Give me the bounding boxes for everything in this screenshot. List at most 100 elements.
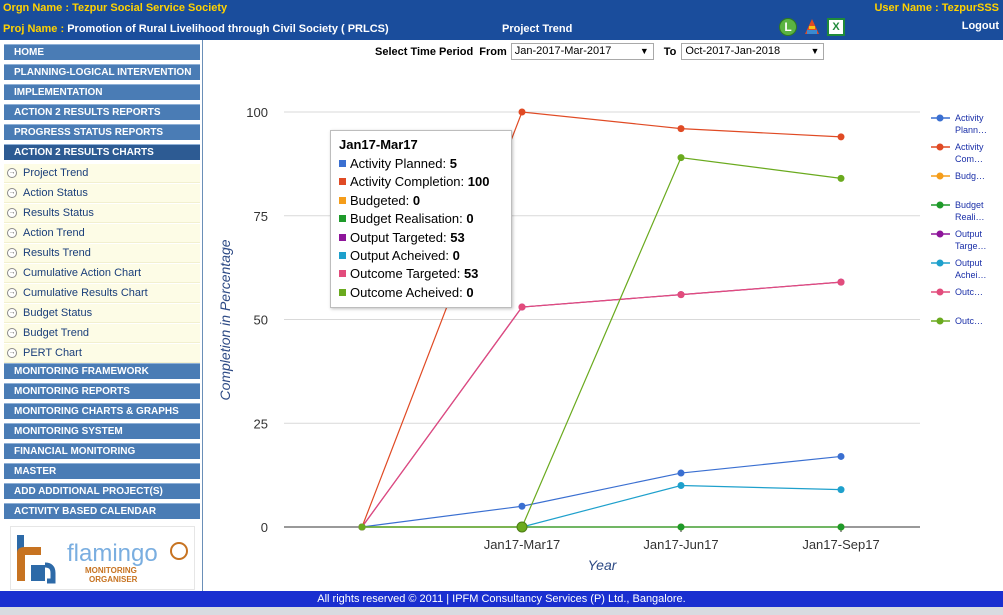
data-point (677, 469, 685, 477)
x-tick-label: Jan17-Mar17 (484, 537, 561, 552)
menu-item-add-additional-project-s-[interactable]: ADD ADDITIONAL PROJECT(S) (4, 483, 200, 499)
logout-link[interactable]: Logout (961, 20, 999, 32)
pyramid-chart-icon[interactable] (803, 18, 821, 36)
data-point (837, 278, 845, 286)
menu-label: MONITORING FRAMEWORK (14, 366, 149, 377)
submenu-item-results-status[interactable]: → Results Status (4, 204, 200, 223)
y-tick-label: 75 (254, 209, 268, 224)
menu-item-implementation[interactable]: IMPLEMENTATION (4, 84, 200, 100)
menu-label: Budget Trend (23, 327, 90, 339)
menu-item-action-2-results-reports[interactable]: ACTION 2 RESULTS REPORTS (4, 104, 200, 120)
menu-item-monitoring-system[interactable]: MONITORING SYSTEM (4, 423, 200, 439)
legend-label: Activity Plann… (955, 113, 987, 135)
tooltip-label: Outcome Acheived: (350, 284, 463, 300)
data-point (677, 523, 685, 531)
submenu-item-cumulative-action-chart[interactable]: → Cumulative Action Chart (4, 264, 200, 283)
tooltip-value: 0 (466, 211, 474, 227)
legend-item[interactable]: Output Achei… (931, 258, 987, 280)
menu-item-monitoring-reports[interactable]: MONITORING REPORTS (4, 383, 200, 399)
tooltip-label: Output Acheived: (350, 247, 450, 263)
legend-item[interactable]: Activity Plann… (931, 113, 987, 135)
chart-toolbar: L X (779, 18, 845, 36)
series-line-activity-planned (361, 455, 842, 528)
series-swatch (339, 288, 346, 296)
sidebar: HOME PLANNING-LOGICAL INTERVENTION IMPLEME… (0, 40, 203, 591)
submenu-item-pert-chart[interactable]: → PERT Chart (4, 344, 200, 363)
submenu-item-results-trend[interactable]: → Results Trend (4, 244, 200, 263)
legend-label: Activity Com… (955, 142, 984, 164)
submenu-item-action-status[interactable]: → Action Status (4, 184, 200, 203)
menu-label: MONITORING SYSTEM (14, 426, 123, 437)
legend-marker (936, 114, 944, 122)
data-point (837, 523, 845, 531)
chevron-down-icon: ▼ (810, 46, 820, 56)
menu-item-progress-status-reports[interactable]: PROGRESS STATUS REPORTS (4, 124, 200, 140)
tooltip-row: Outcome Targeted: 53 (339, 265, 503, 283)
tooltip-value: 53 (450, 229, 465, 245)
arrow-right-icon: → (7, 208, 17, 218)
logo-sub2: ORGANISER (89, 575, 138, 584)
legend-item[interactable]: Activity Com… (931, 142, 984, 164)
arrow-right-icon: → (7, 188, 17, 198)
menu-item-monitoring-framework[interactable]: MONITORING FRAMEWORK (4, 363, 200, 379)
menu-item-planning-logical-intervention[interactable]: PLANNING-LOGICAL INTERVENTION (4, 64, 200, 80)
excel-export-icon[interactable]: X (827, 18, 845, 36)
submenu-item-budget-trend[interactable]: → Budget Trend (4, 324, 200, 343)
series-swatch (339, 196, 346, 204)
menu-label: ADD ADDITIONAL PROJECT(S) (14, 486, 163, 497)
menu-label: PERT Chart (23, 347, 82, 359)
menu-label: ACTION 2 RESULTS CHARTS (14, 147, 154, 158)
footer: All rights reserved © 2011 | IPFM Consul… (0, 591, 1003, 607)
tooltip-value: 5 (449, 156, 457, 171)
x-tick-label: Jan17-Sep17 (802, 537, 879, 552)
y-tick-label: 0 (261, 520, 268, 535)
legend-item[interactable]: Output Targe… (931, 229, 987, 251)
flamingo-logo: flamingo MONITORING ORGANISER (10, 526, 195, 590)
submenu-item-action-trend[interactable]: → Action Trend (4, 224, 200, 243)
arrow-right-icon: → (7, 248, 17, 258)
menu-item-monitoring-charts-graphs[interactable]: MONITORING CHARTS & GRAPHS (4, 403, 200, 419)
legend-marker (936, 259, 944, 267)
series-line-outcome-targeted (361, 281, 842, 528)
menu-item-activity-based-calendar[interactable]: ACTIVITY BASED CALENDAR (4, 503, 200, 519)
data-point (518, 303, 526, 311)
menu-label: FINANCIAL MONITORING (14, 446, 136, 457)
data-point (677, 125, 685, 133)
data-point (837, 133, 845, 141)
tooltip-row: Activity Completion: 100 (339, 173, 503, 191)
legend-item[interactable]: Budget Reali… (931, 200, 985, 222)
tooltip-row: Outcome Acheived: 0 (339, 284, 503, 302)
menu-label: Action Trend (23, 227, 85, 239)
from-label: From (479, 45, 507, 58)
from-select[interactable]: Jan-2017-Mar-2017 ▼ (510, 43, 654, 60)
menu-label: PLANNING-LOGICAL INTERVENTION (14, 67, 192, 78)
line-chart-icon[interactable]: L (779, 18, 797, 36)
menu-label: ACTION 2 RESULTS REPORTS (14, 107, 161, 118)
legend-marker (936, 230, 944, 238)
legend-item[interactable]: Budg… (931, 171, 985, 181)
submenu-item-project-trend[interactable]: → Project Trend (4, 164, 200, 183)
window-bottom-bar (0, 607, 1003, 615)
submenu-item-budget-status[interactable]: → Budget Status (4, 304, 200, 323)
tooltip-label: Activity Planned: (350, 156, 447, 171)
page-title: Project Trend (502, 23, 573, 35)
legend-item[interactable]: Outc… (931, 287, 983, 297)
to-select[interactable]: Oct-2017-Jan-2018 ▼ (681, 43, 825, 60)
submenu-item-cumulative-results-chart[interactable]: → Cumulative Results Chart (4, 284, 200, 303)
data-point (358, 523, 366, 531)
menu-item-master[interactable]: MASTER (4, 463, 200, 479)
series-line-output-targeted (361, 281, 842, 528)
menu-item-home[interactable]: HOME (4, 44, 200, 60)
menu-label: Cumulative Action Chart (23, 267, 141, 279)
legend-item[interactable]: Outc… (931, 316, 983, 326)
menu-label: Project Trend (23, 167, 89, 179)
tooltip-value: 0 (452, 247, 460, 263)
x-axis-label: Year (588, 557, 618, 573)
series-line-outcome-acheived (362, 156, 842, 528)
menu-item-financial-monitoring[interactable]: FINANCIAL MONITORING (4, 443, 200, 459)
menu-item-action-2-results-charts[interactable]: ACTION 2 RESULTS CHARTS (4, 144, 200, 160)
tooltip-value: 0 (466, 284, 474, 300)
arrow-right-icon: → (7, 228, 17, 238)
tooltip-title: Jan17-Mar17 (339, 137, 418, 152)
chevron-down-icon: ▼ (639, 46, 649, 56)
